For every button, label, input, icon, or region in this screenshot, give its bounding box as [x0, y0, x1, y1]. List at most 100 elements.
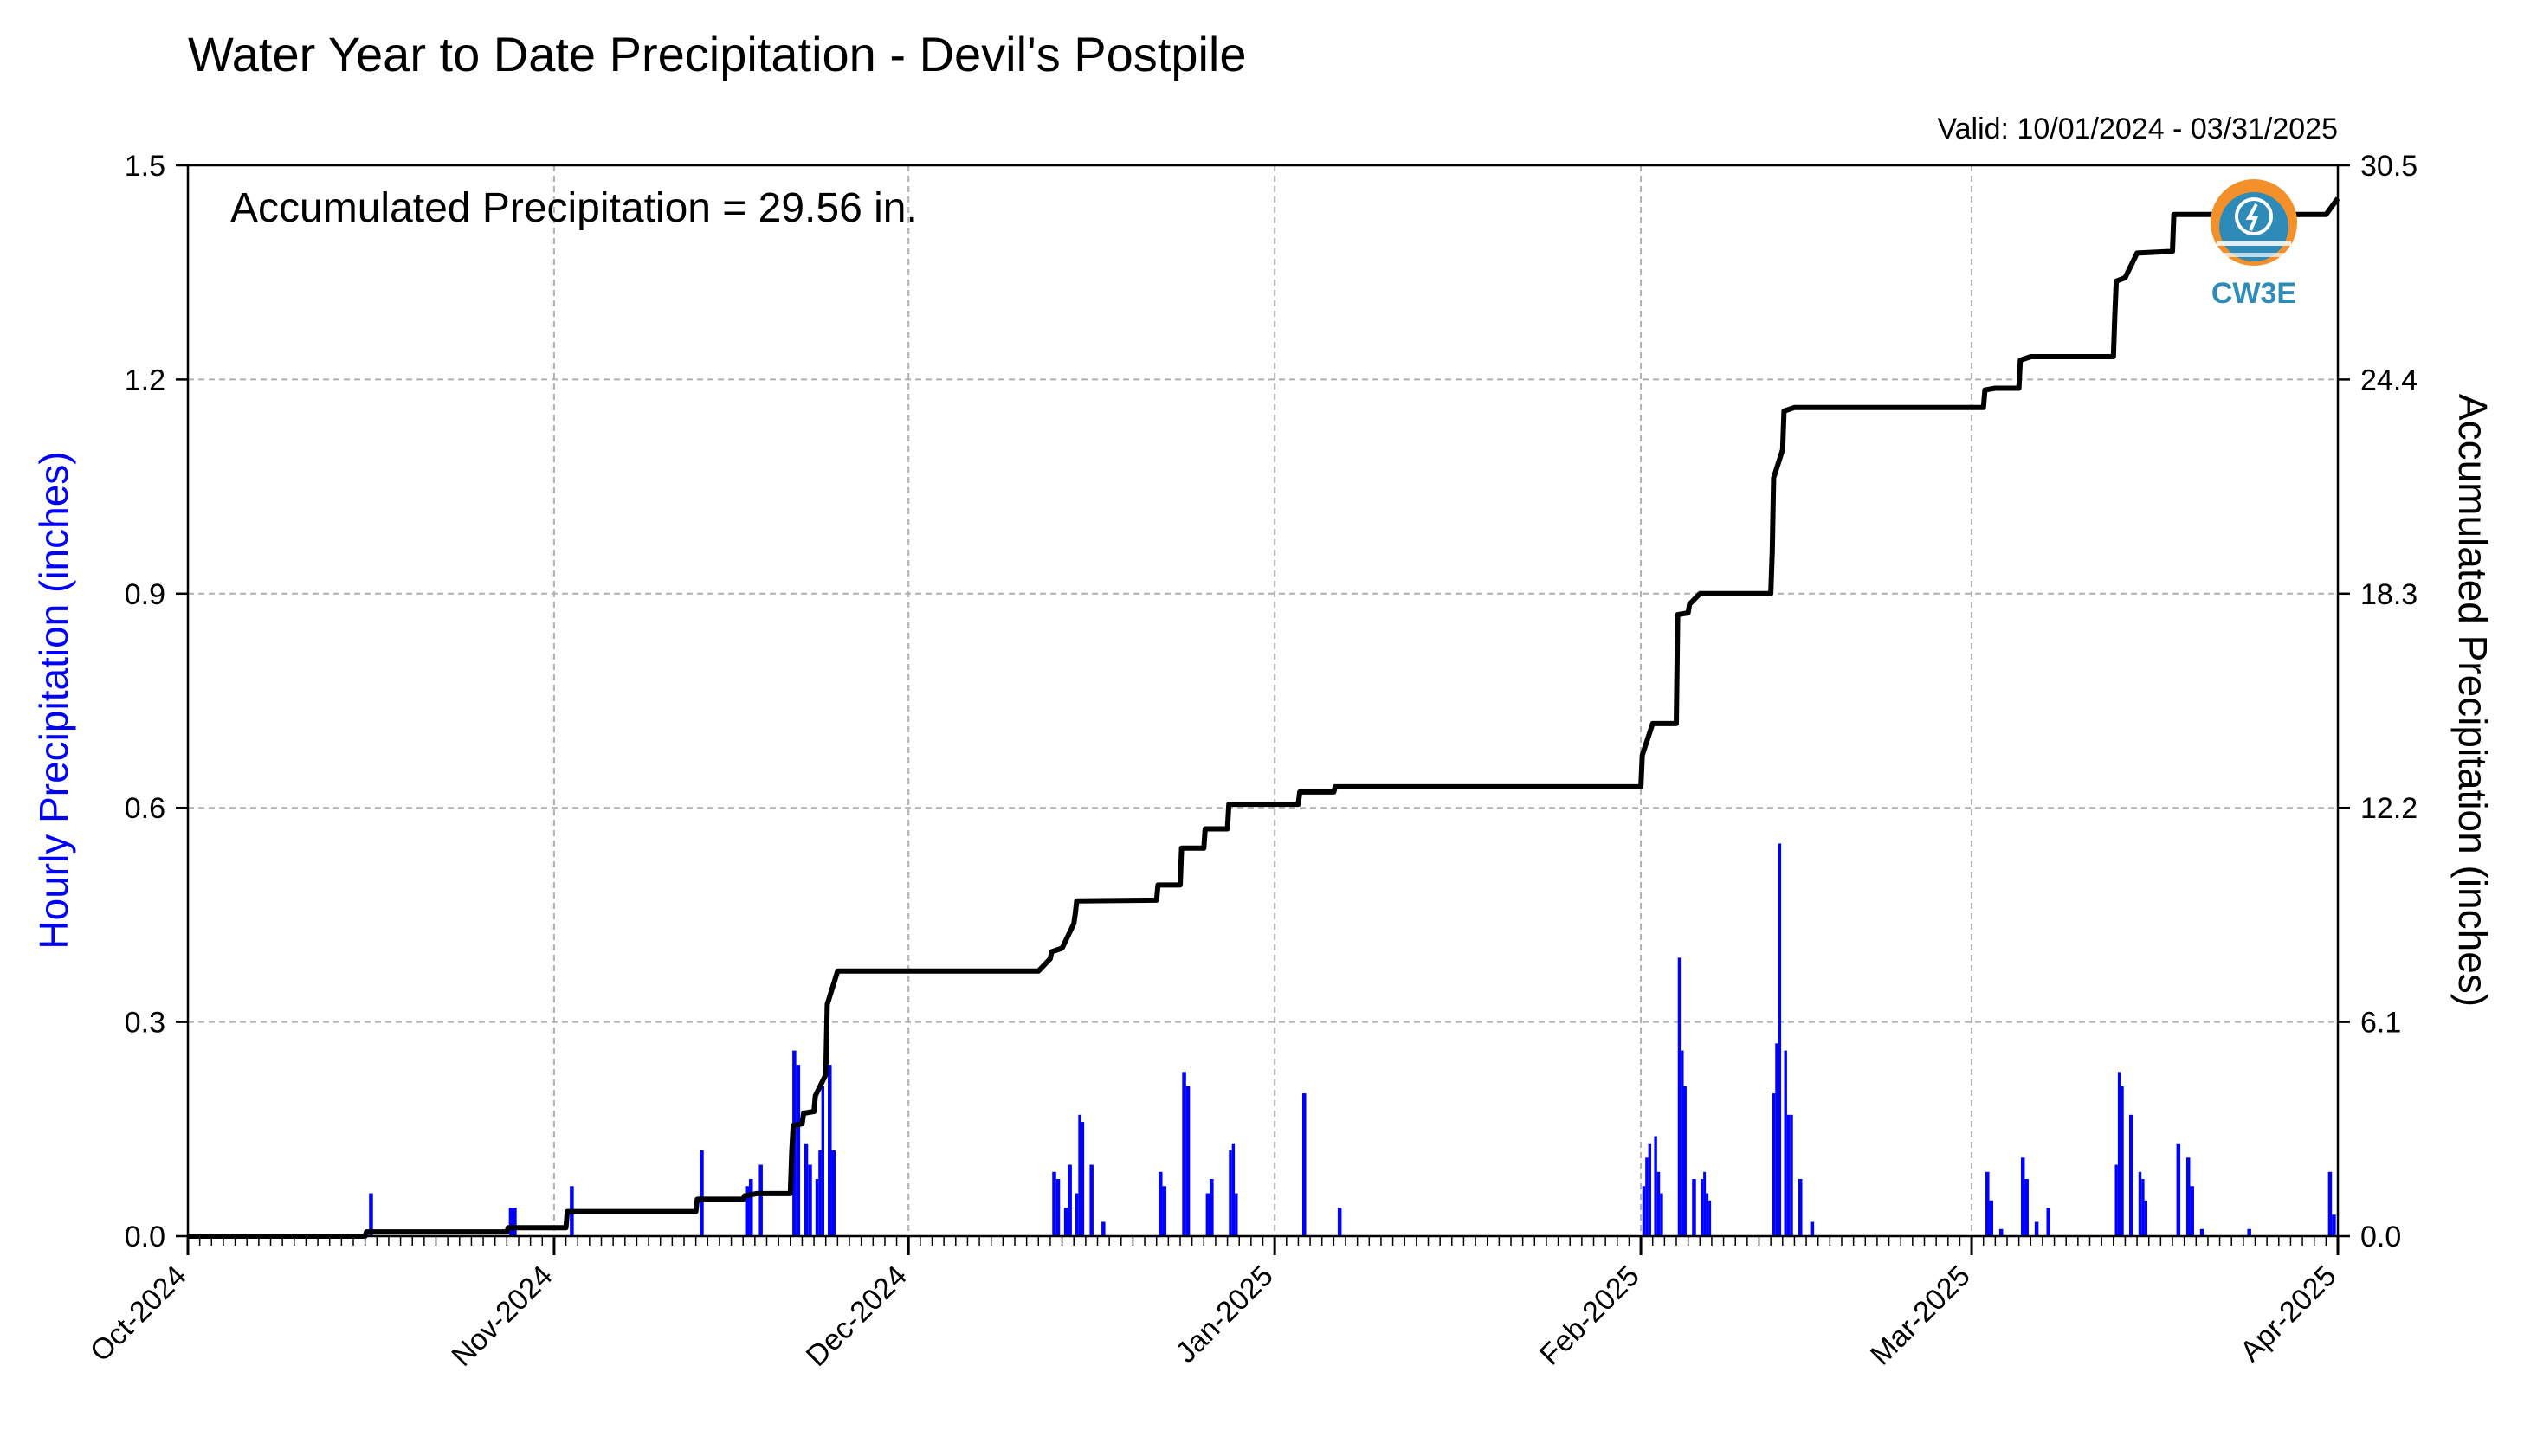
accumulated-precipitation-line	[188, 196, 2340, 1239]
hourly-precipitation-bar	[1205, 1193, 1210, 1236]
hourly-precipitation-bar	[1798, 1179, 1803, 1236]
hourly-precipitation-bar	[1692, 1179, 1696, 1236]
hourly-precipitation-bar	[1089, 1164, 1094, 1236]
hourly-precipitation-bar	[1660, 1193, 1663, 1236]
hourly-precipitation-bar	[1068, 1164, 1072, 1236]
hourly-precipitation-bar	[745, 1186, 750, 1236]
hourly-precipitation-bar	[758, 1164, 763, 1236]
left-y-tick-label: 0.9	[125, 578, 165, 611]
accumulated-total-annotation: Accumulated Precipitation = 29.56 in.	[230, 185, 918, 231]
hourly-precipitation-bar	[2247, 1228, 2251, 1236]
right-y-tick-label: 12.2	[2360, 792, 2417, 825]
hourly-precipitation-bar	[1778, 843, 1782, 1236]
hourly-precipitation-bar	[1235, 1193, 1238, 1236]
cw3e-logo: CW3E	[2211, 179, 2297, 310]
left-y-tick-label: 0.3	[125, 1007, 165, 1040]
hourly-precipitation-bar	[508, 1208, 513, 1236]
hourly-precipitation-bar	[1648, 1143, 1652, 1236]
hourly-precipitation-bar	[2129, 1114, 2133, 1236]
hourly-precipitation-bar	[1989, 1200, 1994, 1236]
hourly-precipitation-bar	[1790, 1114, 1793, 1236]
hourly-precipitation-bar	[2046, 1208, 2050, 1236]
hourly-precipitation-bar	[796, 1065, 801, 1236]
left-y-tick-label: 0.0	[125, 1221, 165, 1253]
hourly-precipitation-bar	[2144, 1200, 2148, 1236]
right-y-tick-label: 30.5	[2360, 150, 2417, 183]
right-y-tick-label: 6.1	[2360, 1007, 2401, 1040]
hourly-precipitation-bar	[1229, 1150, 1232, 1236]
hourly-precipitation-bar	[1182, 1072, 1186, 1236]
hourly-precipitation-bar	[2034, 1221, 2039, 1236]
hourly-precipitation-bar	[700, 1150, 704, 1236]
hourly-precipitation-bar	[1063, 1208, 1068, 1236]
hourly-precipitation-bar	[2024, 1179, 2029, 1236]
hourly-precipitation-bar	[369, 1193, 373, 1236]
right-y-tick-label: 24.4	[2360, 364, 2417, 396]
hourly-precipitation-bar	[2121, 1086, 2124, 1236]
hourly-precipitation-bar	[1985, 1171, 1990, 1236]
hourly-precipitation-bar	[2114, 1164, 2118, 1236]
hourly-precipitation-bar	[1701, 1179, 1704, 1236]
hourly-precipitation-bar	[1055, 1179, 1061, 1236]
hourly-precipitation-bar	[1075, 1193, 1079, 1236]
hourly-precipitation-bar	[1772, 1093, 1776, 1236]
hourly-precipitation-bar	[815, 1179, 819, 1236]
valid-range-label: Valid: 10/01/2024 - 03/31/2025	[1937, 113, 2338, 145]
hourly-precipitation-bars	[369, 843, 2336, 1236]
hourly-precipitation-bar	[1645, 1157, 1649, 1236]
hourly-precipitation-bar	[2141, 1179, 2145, 1236]
hourly-precipitation-bar	[2327, 1171, 2333, 1236]
hourly-precipitation-bar	[749, 1179, 753, 1236]
hourly-precipitation-bar	[831, 1150, 836, 1236]
hourly-precipitation-bar	[1162, 1186, 1167, 1236]
hourly-precipitation-bar	[1677, 957, 1682, 1236]
hourly-precipitation-bar	[1231, 1143, 1236, 1236]
hourly-precipitation-bar	[1681, 1050, 1684, 1236]
accumulated-precipitation-path	[188, 196, 2340, 1239]
hourly-precipitation-bar	[821, 1086, 825, 1236]
right-axis-tick-labels: 0.0 6.1 12.2 18.3 24.4 30.5	[2360, 150, 2417, 1253]
hourly-precipitation-bar	[2117, 1072, 2121, 1236]
grid-lines	[188, 165, 2338, 1236]
hourly-precipitation-bar	[1786, 1114, 1791, 1236]
hourly-precipitation-bar	[1052, 1171, 1056, 1236]
hourly-precipitation-bar	[1703, 1171, 1707, 1236]
hourly-precipitation-bar	[2185, 1157, 2191, 1236]
hourly-precipitation-bar	[1337, 1208, 1342, 1236]
hourly-precipitation-bar	[513, 1208, 517, 1236]
hourly-precipitation-bar	[1210, 1179, 1214, 1236]
hourly-precipitation-bar	[1656, 1171, 1661, 1236]
left-y-tick-label: 1.2	[125, 364, 165, 396]
left-axis-tick-labels: 0.0 0.3 0.6 0.9 1.2 1.5	[125, 150, 165, 1253]
hourly-precipitation-bar	[1784, 1050, 1787, 1236]
hourly-precipitation-bar	[2199, 1228, 2204, 1236]
left-y-tick-label: 0.6	[125, 792, 165, 825]
hourly-precipitation-bar	[828, 1065, 832, 1236]
cw3e-logo-text: CW3E	[2211, 277, 2296, 310]
hourly-precipitation-bar	[2190, 1186, 2194, 1236]
hourly-precipitation-bar	[818, 1150, 822, 1236]
hourly-precipitation-bar	[1775, 1043, 1778, 1236]
hourly-precipitation-bar	[1185, 1086, 1191, 1236]
hourly-precipitation-bar	[2020, 1157, 2025, 1236]
left-y-tick-label: 1.5	[125, 150, 165, 183]
hourly-precipitation-bar	[804, 1143, 809, 1236]
right-axis-label: Accumulated Precipitation (inches)	[2450, 394, 2495, 1007]
axis-ticks	[176, 164, 2350, 1255]
hourly-precipitation-bar	[1654, 1136, 1657, 1236]
hourly-precipitation-bar	[1302, 1093, 1307, 1236]
hourly-precipitation-bar	[1810, 1221, 1815, 1236]
hourly-precipitation-bar	[1708, 1200, 1712, 1236]
hourly-precipitation-bar	[2138, 1171, 2142, 1236]
right-y-tick-label: 0.0	[2360, 1221, 2401, 1253]
hourly-precipitation-bar	[1078, 1114, 1081, 1236]
left-axis-label: Hourly Precipitation (inches)	[31, 451, 76, 949]
hourly-precipitation-bar	[808, 1164, 812, 1236]
hourly-precipitation-bar	[1683, 1086, 1687, 1236]
chart-title: Water Year to Date Precipitation - Devil…	[188, 27, 1247, 81]
right-y-tick-label: 18.3	[2360, 578, 2417, 611]
hourly-precipitation-bar	[1159, 1171, 1163, 1236]
hourly-precipitation-bar	[1706, 1193, 1709, 1236]
hourly-precipitation-bar	[2176, 1143, 2181, 1236]
